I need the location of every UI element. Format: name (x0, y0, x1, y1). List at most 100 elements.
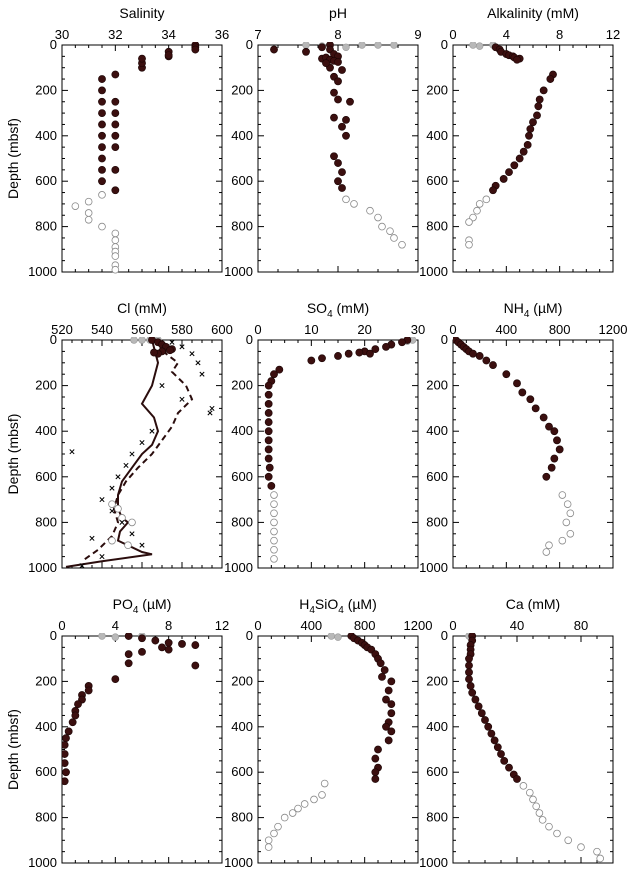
filled-data-point (500, 756, 509, 765)
filled-data-point (550, 454, 559, 463)
cross-data-point (169, 339, 175, 345)
filled-data-point (264, 390, 273, 399)
data-layer (264, 633, 396, 851)
open-data-point (71, 202, 80, 210)
filled-data-point (98, 154, 106, 163)
open-data-point (270, 500, 278, 508)
open-data-point (374, 213, 382, 222)
data-layer (71, 42, 200, 274)
open-data-point (519, 782, 528, 790)
filled-data-point (338, 66, 346, 74)
filled-data-point (342, 116, 350, 124)
panel-5: NH4 (µM) 0 400 800 1200 0 200 400 600 800 1000 (419, 300, 627, 575)
y-tick-label: 0 (50, 37, 57, 52)
data-layer (65, 337, 215, 569)
filled-data-point (499, 175, 508, 183)
data-layer (264, 337, 417, 563)
panel-title: Cl (mM) (117, 300, 167, 316)
x-tick-label: 12 (215, 618, 229, 633)
open-data-point (84, 215, 93, 224)
open-data-point (111, 252, 120, 260)
y-tick-label: 800 (426, 810, 448, 825)
filled-data-point (342, 131, 350, 140)
filled-data-point (387, 709, 396, 718)
filled-data-point (489, 186, 497, 195)
open-data-point (593, 847, 601, 856)
filled-data-point (178, 640, 186, 648)
panel-title: Salinity (119, 5, 164, 21)
filled-data-point (474, 702, 483, 711)
cross-data-point (89, 535, 95, 541)
filled-data-point (264, 472, 273, 481)
filled-data-point (382, 722, 390, 731)
filled-data-point (355, 348, 364, 357)
filled-data-point (550, 427, 559, 436)
filled-data-point (502, 370, 511, 379)
filled-data-point (334, 58, 342, 66)
filled-data-point (547, 463, 556, 472)
y-tick-label: 600 (35, 764, 57, 779)
title-title-suffix: (mM) (333, 300, 370, 316)
filled-data-point (264, 436, 273, 445)
y-tick-label: 800 (35, 810, 57, 825)
x-tick-label: 4 (112, 618, 119, 633)
title-title-suffix: (µM) (529, 300, 562, 316)
panel-3: Cl (mM) 520 540 560 580 600 0 200 400 600 800 1000 D… (5, 300, 233, 575)
cross-data-point (79, 563, 85, 569)
x-tick-label: 8 (334, 27, 341, 42)
y-tick-label: 1000 (28, 560, 57, 575)
filled-data-point (98, 165, 106, 174)
filled-data-point (376, 659, 385, 668)
filled-data-point (531, 404, 540, 413)
filled-data-point (62, 741, 69, 749)
x-tick-label: 0 (449, 322, 456, 337)
cross-data-point (109, 508, 115, 514)
filled-data-point (382, 342, 390, 351)
filled-data-point (513, 775, 521, 783)
filled-data-point (264, 381, 273, 390)
title-title-suffix: (µM) (138, 596, 171, 612)
filled-data-point (346, 97, 354, 106)
filled-data-point (62, 759, 69, 768)
y-tick-label: 400 (35, 128, 57, 143)
open-data-point (378, 222, 386, 231)
filled-data-point (475, 352, 484, 360)
x-tick-label: 12 (606, 27, 620, 42)
y-tick-label: 1000 (419, 855, 448, 870)
open-data-point (118, 514, 126, 522)
x-tick-label: 0 (254, 618, 261, 633)
open-data-point (566, 509, 575, 518)
y-axis-label: Depth (mbsf) (5, 414, 21, 495)
open-data-point (270, 545, 278, 554)
y-tick-label: 400 (426, 423, 448, 438)
gray-data-point (111, 633, 120, 641)
x-tick-label: 36 (215, 27, 229, 42)
filled-data-point (489, 361, 497, 369)
cross-data-point (119, 519, 125, 525)
y-tick-label: 400 (35, 719, 57, 734)
open-data-point (562, 518, 571, 527)
open-data-point (270, 555, 278, 563)
open-data-point (535, 809, 544, 817)
y-tick-label: 200 (426, 673, 448, 688)
x-tick-label: 580 (171, 322, 193, 337)
filled-data-point (98, 86, 106, 95)
filled-data-point (382, 695, 390, 704)
filled-data-point (330, 113, 338, 122)
filled-data-point (334, 352, 342, 360)
y-tick-label: 600 (426, 173, 448, 188)
cross-data-point (109, 485, 115, 491)
filled-data-point (535, 95, 544, 104)
open-data-point (294, 804, 302, 813)
filled-data-point (471, 695, 480, 704)
filled-data-point (98, 109, 106, 117)
open-data-point (108, 500, 116, 508)
panel-title: Alkalinity (mM) (487, 5, 579, 21)
y-tick-label: 800 (231, 219, 253, 234)
open-data-point (274, 822, 282, 831)
filled-data-point (513, 379, 521, 388)
plot-frame (452, 44, 614, 273)
y-tick-label: 0 (50, 332, 57, 347)
